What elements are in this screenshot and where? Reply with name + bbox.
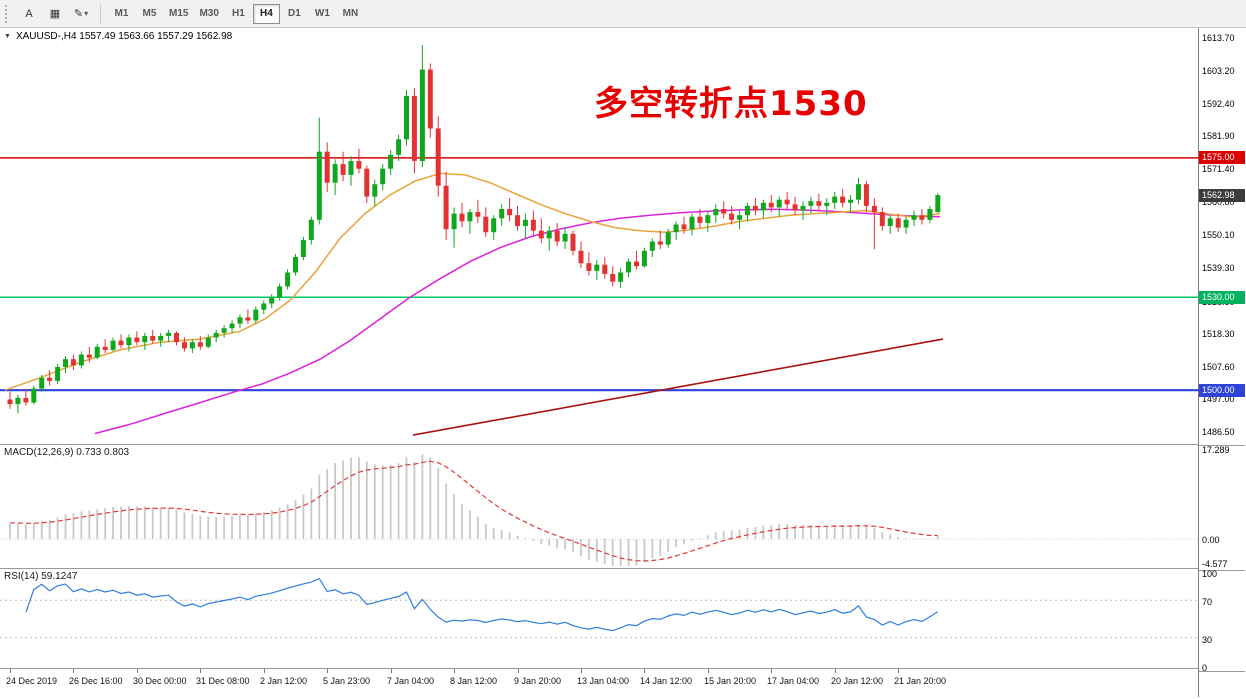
- time-axis-label: 24 Dec 2019: [6, 676, 58, 686]
- price-axis-label: 1497.00: [1202, 394, 1235, 404]
- timeframe-button-m5[interactable]: M5: [136, 4, 163, 24]
- time-axis-label: 21 Jan 20:00: [894, 676, 947, 686]
- time-axis-tick: [581, 669, 582, 673]
- chart-title-text: XAUUSD-,H4 1557.49 1563.66 1557.29 1562.…: [15, 31, 233, 42]
- time-axis-label: 31 Dec 08:00: [196, 676, 250, 686]
- timeframe-button-w1[interactable]: W1: [309, 4, 336, 24]
- rsi-axis-label: 70: [1202, 597, 1213, 607]
- time-axis-label: 14 Jan 12:00: [640, 676, 693, 686]
- chart-title: ▼ XAUUSD-,H4 1557.49 1563.66 1557.29 156…: [4, 31, 232, 42]
- macd-axis-label: 17.289: [1202, 445, 1230, 455]
- rsi-axis-label: 0: [1202, 663, 1208, 673]
- chart-grid-tool-button[interactable]: ▦: [43, 3, 67, 25]
- time-axis-label: 2 Jan 12:00: [260, 676, 308, 686]
- rsi-indicator-svg: [0, 577, 1199, 639]
- panel-divider[interactable]: [1199, 671, 1245, 672]
- time-axis-tick: [835, 669, 836, 673]
- price-axis-label: 1486.50: [1202, 427, 1235, 437]
- rsi-axis-label: 30: [1202, 635, 1213, 645]
- price-tag: 1575.00: [1199, 151, 1245, 164]
- time-axis-label: 15 Jan 20:00: [704, 676, 757, 686]
- chart-column: ▼ XAUUSD-,H4 1557.49 1563.66 1557.29 156…: [0, 28, 1199, 697]
- price-axis-label: 1613.70: [1202, 33, 1235, 43]
- time-axis-label: 20 Jan 12:00: [831, 676, 884, 686]
- chart-workspace: ▼ XAUUSD-,H4 1557.49 1563.66 1557.29 156…: [0, 28, 1246, 697]
- time-axis-tick: [644, 669, 645, 673]
- time-axis-tick: [10, 669, 11, 673]
- chart-annotation-text: 多空转折点1530: [594, 84, 868, 124]
- timeframe-button-m15[interactable]: M15: [164, 4, 193, 24]
- timeframe-button-group: M1 M5 M15 M30 H1 H4 D1 W1 MN: [108, 3, 364, 24]
- toolbar-drag-handle[interactable]: [5, 4, 11, 23]
- toolbar-separator: [100, 3, 101, 24]
- time-axis-label: 9 Jan 20:00: [514, 676, 562, 686]
- timeframe-button-m30[interactable]: M30: [194, 4, 223, 24]
- macd-axis-label: 0.00: [1202, 535, 1220, 545]
- time-axis-tick: [518, 669, 519, 673]
- time-axis-label: 8 Jan 12:00: [450, 676, 498, 686]
- time-axis[interactable]: 24 Dec 2019 26 Dec 16:00 30 Dec 00:00 31 De…: [0, 669, 1198, 694]
- rsi-panel[interactable]: RSI(14) 59.1247: [0, 569, 1199, 669]
- price-axis-label: 1539.30: [1202, 263, 1235, 273]
- text-tool-label: A: [25, 7, 33, 20]
- time-axis-tick: [73, 669, 74, 673]
- time-axis-tick: [264, 669, 265, 673]
- pencil-icon: ✎: [73, 8, 84, 20]
- time-axis-tick: [708, 669, 709, 673]
- main-chart-panel[interactable]: ▼ XAUUSD-,H4 1557.49 1563.66 1557.29 156…: [0, 28, 1199, 445]
- rsi-label: RSI(14) 59.1247: [4, 571, 78, 582]
- price-axis-label: 1507.60: [1202, 362, 1235, 372]
- time-axis-tick: [200, 669, 201, 673]
- chevron-down-icon: ▾: [84, 9, 89, 18]
- price-axis-label: 1603.20: [1202, 66, 1235, 76]
- text-tool-button[interactable]: A: [17, 3, 41, 25]
- draw-tool-button[interactable]: ✎ ▾: [69, 3, 93, 25]
- time-axis-tick: [898, 669, 899, 673]
- time-axis-tick: [327, 669, 328, 673]
- macd-label: MACD(12,26,9) 0.733 0.803: [4, 447, 130, 458]
- grid-icon: ▦: [49, 8, 61, 20]
- panel-divider[interactable]: [1199, 445, 1245, 446]
- price-tag: 1562.98: [1199, 189, 1245, 202]
- candlestick-chart-svg: [0, 45, 1199, 436]
- price-axis-label: 1581.90: [1202, 131, 1235, 141]
- time-axis-label: 26 Dec 16:00: [69, 676, 123, 686]
- time-axis-label: 13 Jan 04:00: [577, 676, 630, 686]
- toolbar: A ▦ ✎ ▾ M1 M5 M15 M30 H1 H4 D1 W1 MN: [0, 0, 1246, 28]
- price-axis-label: 1550.10: [1202, 230, 1235, 240]
- price-axis[interactable]: 1613.70 1603.20 1592.40 1581.90 1571.40 1560.…: [1199, 28, 1245, 697]
- timeframe-button-mn[interactable]: MN: [337, 4, 364, 24]
- price-axis-label: 1518.30: [1202, 329, 1235, 339]
- time-axis-label: 17 Jan 04:00: [767, 676, 820, 686]
- macd-panel[interactable]: MACD(12,26,9) 0.733 0.803: [0, 445, 1199, 569]
- time-axis-label: 5 Jan 23:00: [323, 676, 371, 686]
- timeframe-button-m1[interactable]: M1: [108, 4, 135, 24]
- timeframe-button-d1[interactable]: D1: [281, 4, 308, 24]
- time-axis-tick: [454, 669, 455, 673]
- price-axis-label: 1571.40: [1202, 164, 1235, 174]
- macd-indicator-svg: [0, 454, 1199, 566]
- time-axis-tick: [771, 669, 772, 673]
- price-tag: 1500.00: [1199, 384, 1245, 397]
- rsi-axis-label: 100: [1202, 569, 1218, 579]
- price-axis-label: 1592.40: [1202, 99, 1235, 109]
- price-axis-label: 1560.80: [1202, 197, 1235, 207]
- timeframe-button-h4[interactable]: H4: [252, 3, 280, 24]
- time-axis-label: 7 Jan 04:00: [387, 676, 435, 686]
- panel-divider[interactable]: [1199, 570, 1245, 571]
- price-tag: 1530.00: [1199, 291, 1245, 304]
- time-axis-label: 30 Dec 00:00: [133, 676, 187, 686]
- symbol-marker-icon: ▼: [4, 33, 11, 40]
- time-axis-tick: [137, 669, 138, 673]
- timeframe-button-h1[interactable]: H1: [225, 4, 252, 24]
- macd-axis-label: -4.577: [1202, 559, 1228, 569]
- time-axis-tick: [391, 669, 392, 673]
